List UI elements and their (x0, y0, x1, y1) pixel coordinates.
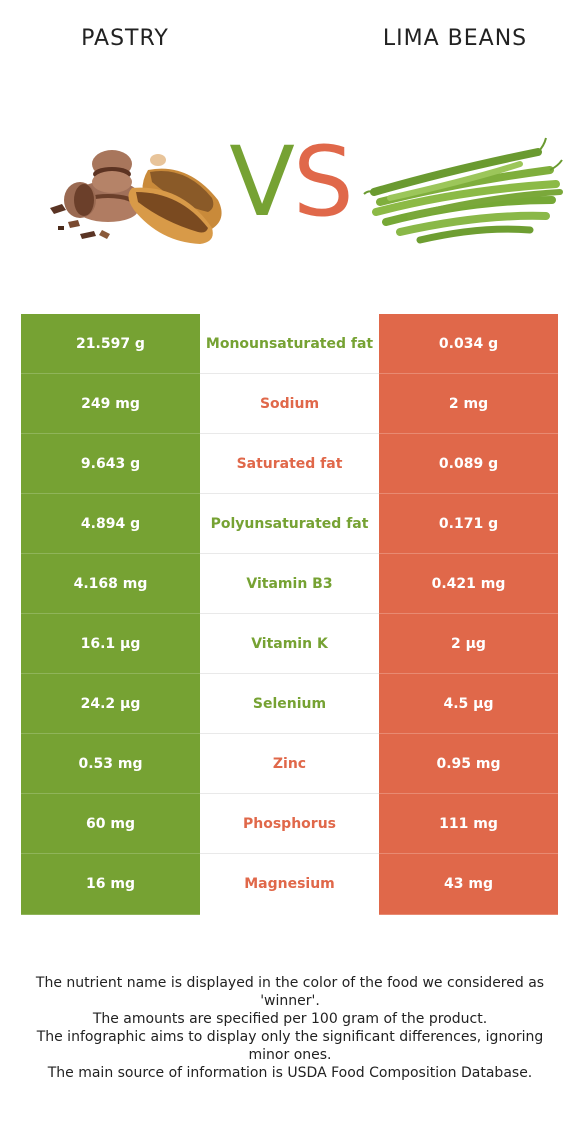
lima-beans-value: 0.034 g (379, 314, 558, 374)
pastry-value: 60 mg (21, 794, 200, 854)
lima-beans-value: 2 mg (379, 374, 558, 434)
nutrient-row: 249 mg Sodium 2 mg (21, 374, 558, 434)
pastry-value: 16 mg (21, 854, 200, 915)
nutrient-name: Zinc (200, 734, 379, 793)
lima-beans-value: 2 µg (379, 614, 558, 674)
nutrient-name: Magnesium (200, 854, 379, 914)
nutrient-name: Saturated fat (200, 434, 379, 493)
pastry-value: 21.597 g (21, 314, 200, 374)
pastry-value: 0.53 mg (21, 734, 200, 794)
pastry-value: 4.894 g (21, 494, 200, 554)
nutrient-row: 16 mg Magnesium 43 mg (21, 854, 558, 915)
footnote-line: The nutrient name is displayed in the co… (35, 975, 545, 1009)
lima-beans-value: 4.5 µg (379, 674, 558, 734)
lima-beans-value: 0.089 g (379, 434, 558, 494)
nutrient-row: 21.597 g Monounsaturated fat 0.034 g (21, 314, 558, 374)
pastry-value: 4.168 mg (21, 554, 200, 614)
pastry-value: 24.2 µg (21, 674, 200, 734)
nutrient-row: 4.168 mg Vitamin B3 0.421 mg (21, 554, 558, 614)
nutrient-name: Polyunsaturated fat (200, 494, 379, 553)
footnotes: The nutrient name is displayed in the co… (18, 974, 562, 1082)
nutrient-name: Vitamin B3 (200, 554, 379, 613)
nutrient-name: Vitamin K (200, 614, 379, 673)
pastry-value: 249 mg (21, 374, 200, 434)
nutrient-name: Sodium (200, 374, 379, 433)
nutrient-name: Selenium (200, 674, 379, 733)
lima-beans-value: 0.421 mg (379, 554, 558, 614)
pastry-title: PASTRY (81, 26, 169, 51)
lima-beans-value: 0.171 g (379, 494, 558, 554)
nutrient-name: Phosphorus (200, 794, 379, 853)
lima-beans-value: 43 mg (379, 854, 558, 915)
pastry-image (50, 150, 222, 244)
footnote-line: The infographic aims to display only the… (36, 1029, 544, 1063)
footnote-line: The amounts are specified per 100 gram o… (92, 1011, 488, 1027)
vs-letter-s: S (292, 126, 354, 238)
nutrient-row: 24.2 µg Selenium 4.5 µg (21, 674, 558, 734)
comparison-table: 21.597 g Monounsaturated fat 0.034 g 249 mg… (21, 314, 558, 915)
footnote-line: The main source of information is USDA F… (47, 1065, 533, 1081)
nutrient-row: 60 mg Phosphorus 111 mg (21, 794, 558, 854)
nutrient-row: 0.53 mg Zinc 0.95 mg (21, 734, 558, 794)
vs-letter-v: V (229, 126, 295, 238)
pastry-value: 9.643 g (21, 434, 200, 494)
pastry-value: 16.1 µg (21, 614, 200, 674)
nutrient-row: 9.643 g Saturated fat 0.089 g (21, 434, 558, 494)
nutrient-row: 4.894 g Polyunsaturated fat 0.171 g (21, 494, 558, 554)
nutrient-name: Monounsaturated fat (200, 314, 379, 373)
lima-beans-image (363, 137, 563, 244)
lima-beans-title: LIMA BEANS (382, 26, 528, 51)
lima-beans-value: 0.95 mg (379, 734, 558, 794)
lima-beans-value: 111 mg (379, 794, 558, 854)
